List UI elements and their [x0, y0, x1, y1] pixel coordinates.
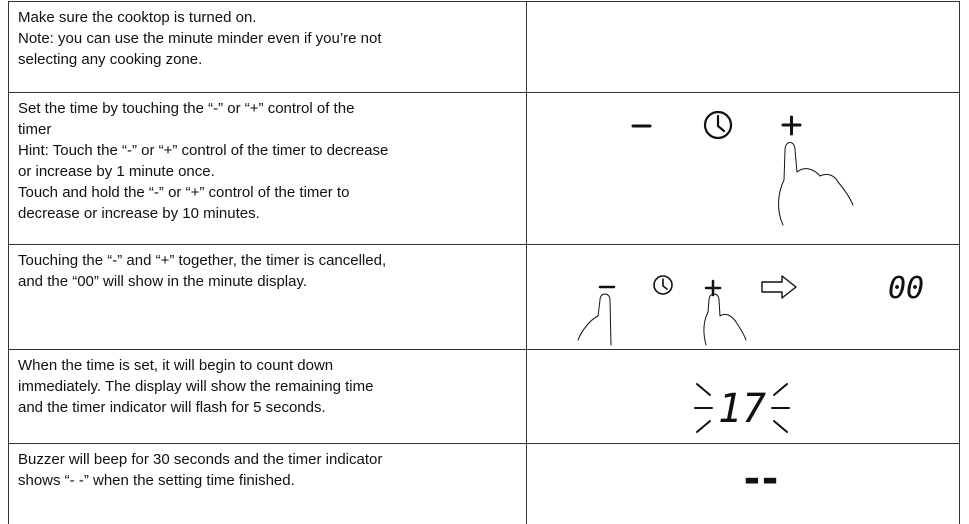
- text-line: Touch and hold the “-” or “+” control of…: [18, 184, 350, 201]
- text-line: and the “00” will show in the minute dis…: [18, 273, 308, 290]
- text-line: selecting any cooking zone.: [18, 51, 203, 68]
- text-line: Make sure the cooktop is turned on.: [18, 9, 257, 26]
- finished-display: --: [740, 456, 777, 502]
- text-cell: Make sure the cooktop is turned on. Note:…: [8, 2, 527, 93]
- text-cell: Set the time by touching the “-” or “+” …: [8, 93, 527, 245]
- text-line: Set the time by touching the “-” or “+” …: [18, 100, 355, 117]
- text-line: immediately. The display will show the r…: [18, 378, 374, 395]
- text-line: Buzzer will beep for 30 seconds and the …: [18, 451, 383, 468]
- table-row: Buzzer will beep for 30 seconds and the …: [8, 443, 960, 524]
- timer-cancel: [577, 275, 797, 346]
- image-cell: [527, 93, 960, 245]
- text-line: and the timer indicator will flash for 5…: [18, 399, 326, 416]
- countdown-display: 17: [718, 386, 766, 432]
- table-row: Set the time by touching the “-” or “+” …: [8, 92, 960, 245]
- timer-controls: [631, 110, 854, 226]
- table-row: Touching the “-” and “+” together, the t…: [8, 244, 960, 350]
- text-cell: Buzzer will beep for 30 seconds and the …: [8, 444, 527, 524]
- text-line: or increase by 1 minute once.: [18, 163, 215, 180]
- text-line: shows “- -” when the setting time finish…: [18, 472, 295, 489]
- image-cell: [527, 350, 960, 444]
- minute-display: 00: [888, 271, 924, 306]
- text-cell: Touching the “-” and “+” together, the t…: [8, 245, 527, 350]
- text-line: timer: [18, 121, 52, 138]
- text-line: Hint: Touch the “-” or “+” control of th…: [18, 142, 389, 159]
- text-line: Touching the “-” and “+” together, the t…: [18, 252, 387, 269]
- text-line: When the time is set, it will begin to c…: [18, 357, 334, 374]
- table-row: Make sure the cooktop is turned on. Note:…: [8, 1, 960, 93]
- text-cell: When the time is set, it will begin to c…: [8, 350, 527, 444]
- image-cell: [527, 245, 960, 350]
- text-line: Note: you can use the minute minder even…: [18, 30, 382, 47]
- image-cell: [527, 444, 960, 524]
- flash-rays: [694, 383, 790, 433]
- table-row: When the time is set, it will begin to c…: [8, 349, 960, 444]
- text-line: decrease or increase by 10 minutes.: [18, 205, 260, 222]
- image-cell: [527, 2, 960, 93]
